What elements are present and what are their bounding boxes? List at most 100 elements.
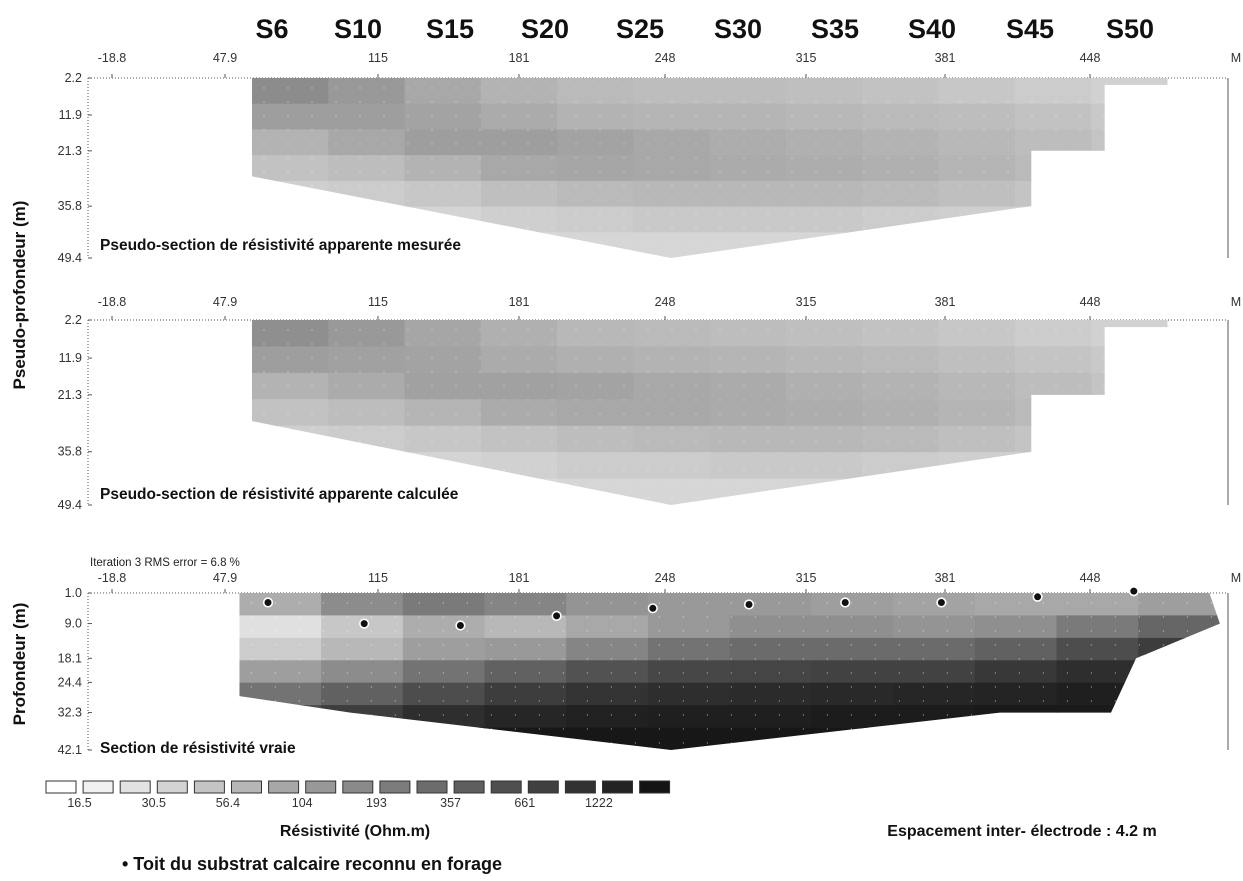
datum-point [791,413,793,415]
datum-point [1031,115,1033,117]
section-cell [1014,129,1092,156]
datum-point [503,213,505,215]
datum-point [911,399,913,401]
datum-point [983,483,985,485]
datum-point [479,185,481,187]
datum-point [719,185,721,187]
x-tick-label: 47.9 [213,51,237,65]
datum-point [418,700,421,702]
datum-point [1138,700,1141,702]
section-cell [480,346,558,374]
datum-point [599,199,601,201]
datum-point [730,700,733,702]
datum-point [383,101,385,103]
datum-point [743,357,745,359]
datum-point [407,171,409,173]
datum-point [791,143,793,145]
panel-title-calculated: Pseudo-section de résistivité apparente … [100,486,459,503]
datum-point [1138,714,1141,716]
section-cell [1056,637,1139,662]
datum-point [695,241,697,243]
datum-point [431,455,433,457]
section-cell [1138,705,1220,729]
datum-point [1055,497,1057,499]
datum-point [1151,101,1153,103]
panel-true: Iteration 3 RMS error = 6.8 % -18.8 47.9 1… [58,557,1242,757]
datum-point [623,441,625,443]
datum-point [311,441,313,443]
datum-point [802,616,805,618]
section-cell [557,129,635,156]
x-tick-label: 47.9 [213,295,237,309]
datum-point [887,185,889,187]
datum-point [442,658,445,660]
datum-point [274,728,277,730]
datum-point [994,630,997,632]
datum-point [551,497,553,499]
section-cell [557,372,635,401]
section-cell [557,232,635,258]
datum-point [1162,658,1165,660]
datum-point [911,497,913,499]
datum-point [359,171,361,173]
datum-point [970,728,973,730]
x-tick-label: 115 [368,295,388,309]
datum-point [719,101,721,103]
datum-point [887,87,889,89]
datum-point [719,199,721,201]
section-cell [252,206,330,234]
section-cell [893,660,976,684]
datum-point [994,742,997,744]
datum-point [983,227,985,229]
datum-point [359,157,361,159]
datum-point [994,686,997,688]
datum-point [466,714,469,716]
datum-point [335,343,337,345]
section-cell [480,425,558,453]
datum-point [610,630,613,632]
datum-point [1079,413,1081,415]
datum-point [466,728,469,730]
datum-point [1151,343,1153,345]
datum-point [983,143,985,145]
section-cell [811,660,894,684]
datum-point [946,714,949,716]
datum-point [839,441,841,443]
datum-point [394,672,397,674]
datum-point [1186,700,1189,702]
datum-point [647,185,649,187]
datum-point [1090,672,1093,674]
datum-point [311,371,313,373]
section-cell [862,478,940,505]
datum-point [527,87,529,89]
datum-point [1151,483,1153,485]
datum-point [1127,497,1129,499]
datum-point [575,171,577,173]
datum-point [370,644,373,646]
datum-point [1186,616,1189,618]
datum-point [1079,227,1081,229]
datum-point [418,630,421,632]
datum-point [346,742,349,744]
datum-point [1042,630,1045,632]
datum-point [863,157,865,159]
datum-point [1127,157,1129,159]
section-cell [566,705,649,729]
datum-point [778,658,781,660]
datum-point [287,343,289,345]
section-cell [1056,705,1139,729]
datum-point [1007,385,1009,387]
datum-point [802,686,805,688]
datum-point [778,700,781,702]
x-tick-label: 315 [796,51,817,65]
section-cell [709,478,787,505]
datum-point [287,371,289,373]
datum-point [527,199,529,201]
datum-point [1055,87,1057,89]
datum-point [335,371,337,373]
datum-point [946,672,949,674]
datum-point [274,630,277,632]
datum-point [383,483,385,485]
datum-point [863,101,865,103]
datum-point [370,714,373,716]
